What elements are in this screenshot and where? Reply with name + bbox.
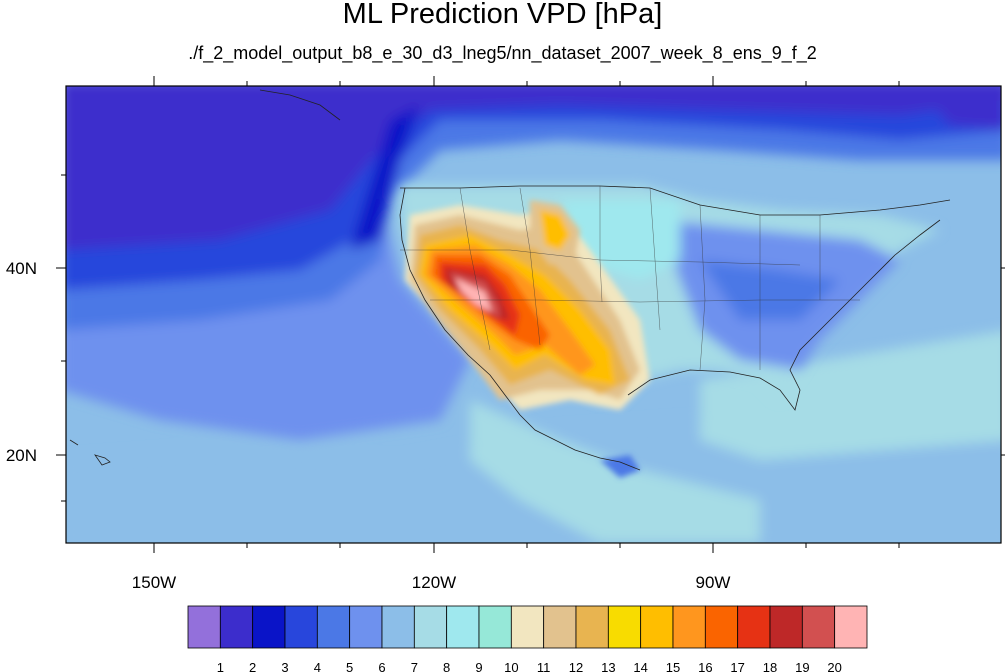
colorbar-box [543, 605, 577, 649]
colorbar-label: 8 [443, 660, 450, 672]
colorbar-label: 20 [827, 660, 841, 672]
colorbar-label: 7 [411, 660, 418, 672]
colorbar-label: 1 [217, 660, 224, 672]
colorbar-box [801, 605, 836, 649]
colorbar-box [381, 605, 415, 649]
colorbar-box [737, 605, 771, 649]
colorbar-box [769, 605, 803, 649]
colorbar-label: 10 [504, 660, 518, 672]
colorbar-box [219, 605, 254, 649]
colorbar-label: 15 [666, 660, 680, 672]
colorbar-label: 3 [281, 660, 288, 672]
colorbar-box [316, 605, 351, 649]
colorbar-label: 9 [475, 660, 482, 672]
colorbar-box [446, 605, 480, 649]
colorbar-box [187, 605, 221, 649]
lon-tick-90w: 90W [696, 573, 731, 592]
colorbar-label: 6 [378, 660, 385, 672]
colorbar-label: 14 [633, 660, 647, 672]
axis-ticks [56, 76, 1005, 553]
colorbar-label: 5 [346, 660, 353, 672]
lon-tick-150w: 150W [132, 573, 176, 592]
colorbar-box [640, 605, 674, 649]
colorbar-label: 12 [569, 660, 583, 672]
colorbar: 1 2 3 4 5 6 7 8 9 10 11 12 13 14 15 16 17 18 19 20 [187, 605, 868, 672]
colorbar-box [252, 605, 286, 649]
map-field [66, 86, 1001, 543]
map-subtitle: ./f_2_model_output_b8_e_30_d3_lneg5/nn_d… [188, 43, 817, 63]
colorbar-box [349, 605, 383, 649]
colorbar-box [672, 605, 706, 649]
colorbar-box [834, 605, 868, 649]
lat-tick-20n: 20N [6, 446, 37, 465]
colorbar-box [478, 605, 512, 649]
colorbar-box [607, 605, 642, 649]
colorbar-label: 18 [763, 660, 777, 672]
colorbar-box [510, 605, 545, 649]
colorbar-label: 16 [698, 660, 712, 672]
colorbar-box [575, 605, 609, 649]
map-frame [65, 85, 1002, 544]
lat-tick-40n: 40N [6, 259, 37, 278]
state-borders [400, 186, 860, 371]
colorbar-label: 13 [601, 660, 615, 672]
lon-tick-120w: 120W [412, 573, 456, 592]
colorbar-box [413, 605, 448, 649]
colorbar-label: 2 [249, 660, 256, 672]
colorbar-box [704, 605, 739, 649]
map-title: ML Prediction VPD [hPa] [342, 0, 663, 30]
colorbar-label: 19 [795, 660, 809, 672]
colorbar-label: 17 [730, 660, 744, 672]
colorbar-box [284, 605, 318, 649]
colorbar-label: 4 [314, 660, 321, 672]
colorbar-label: 11 [537, 660, 551, 672]
